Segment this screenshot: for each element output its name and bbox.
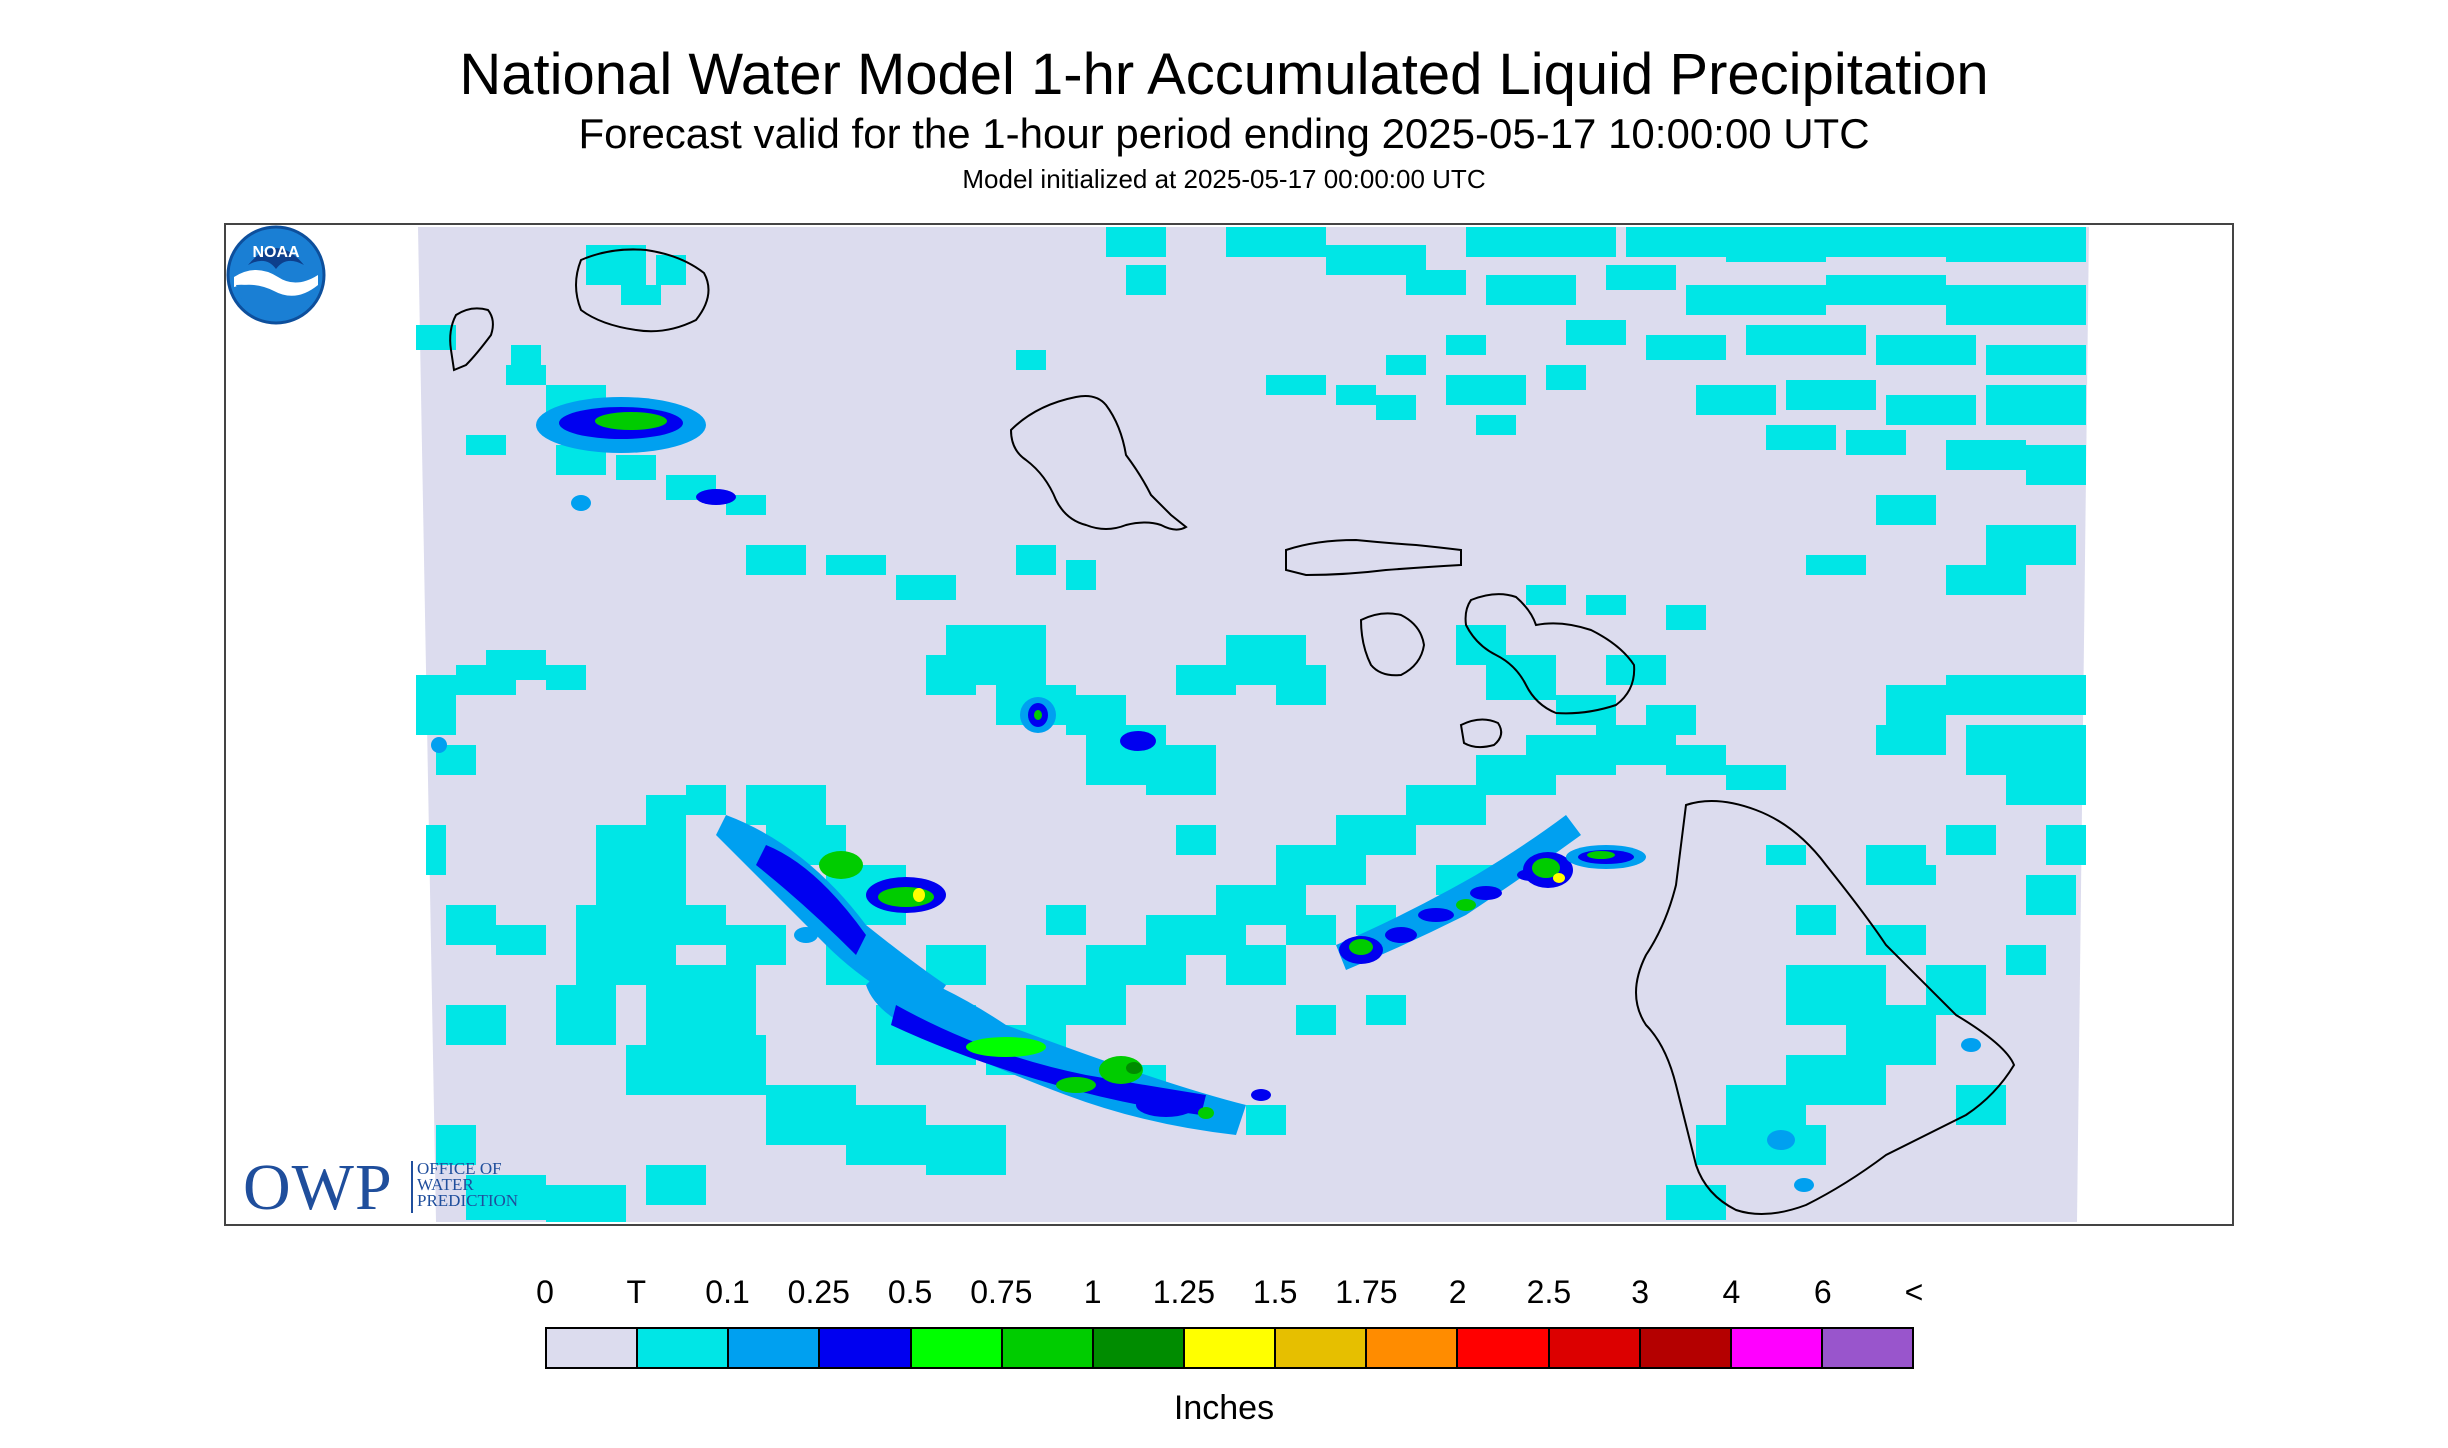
model-init-text: Model initialized at 2025-05-17 00:00:00… — [962, 164, 1486, 194]
owp-logo-abbrev: OWP — [243, 1151, 393, 1224]
moderate-precip-cells — [431, 397, 1981, 1192]
legend-swatch — [1549, 1329, 1641, 1367]
legend-swatch — [1276, 1329, 1368, 1367]
legend-color-bar — [545, 1327, 1914, 1369]
legend-swatch — [820, 1329, 912, 1367]
legend-tick-label: 0 — [536, 1274, 554, 1310]
legend-swatch — [1002, 1329, 1094, 1367]
legend-tick-label: T — [626, 1274, 647, 1310]
oahu-coast — [1009, 395, 1188, 531]
legend-labels: 0 T 0.1 0.25 0.5 0.75 1 1.25 1.5 1.75 2 2.5 3 4 6 < — [0, 1272, 2448, 1312]
legend-swatch — [1640, 1329, 1732, 1367]
owp-logo-line2: WATER — [417, 1175, 474, 1194]
legend-units: Inches — [1173, 1389, 1275, 1427]
legend-swatch — [1458, 1329, 1550, 1367]
niihau-coast — [449, 307, 494, 372]
island-coastlines — [449, 248, 2016, 1215]
legend-tick-label: 3 — [1631, 1274, 1650, 1310]
legend-tick-label: 1.5 — [1252, 1274, 1298, 1310]
legend-tick-label: 0.5 — [887, 1274, 933, 1310]
map-canvas — [226, 225, 2232, 1224]
legend-swatch — [547, 1329, 639, 1367]
legend-tick-label: 1 — [1083, 1274, 1102, 1310]
legend-swatch — [1731, 1329, 1823, 1367]
molokai-coast — [1285, 538, 1462, 577]
legend-tick-label: 1.25 — [1152, 1274, 1215, 1310]
legend-tick-label: 0.1 — [705, 1274, 750, 1310]
owp-logo-divider — [411, 1161, 413, 1213]
legend-tick-label: 2.5 — [1526, 1274, 1572, 1310]
legend-tick-label: 0.25 — [787, 1274, 850, 1310]
legend-swatch — [1367, 1329, 1459, 1367]
owp-logo-line3: PREDICTION — [417, 1191, 519, 1210]
noaa-logo-text: NOAA — [252, 244, 300, 261]
legend-swatch — [1093, 1329, 1185, 1367]
owp-logo-line1: OFFICE OF — [417, 1159, 502, 1178]
lanai-coast — [1359, 612, 1426, 677]
big-island-coast — [1635, 800, 2016, 1215]
forecast-valid-subtitle: Forecast valid for the 1-hour period end… — [578, 110, 1870, 157]
owp-logo: OWP OFFICE OF WATER PREDICTION — [243, 1151, 543, 1224]
legend-tick-label: 4 — [1722, 1274, 1741, 1310]
chart-title: National Water Model 1-hr Accumulated Li… — [459, 42, 1989, 107]
legend-swatch — [638, 1329, 730, 1367]
kahoolawe-coast — [1459, 718, 1503, 749]
legend-swatch — [911, 1329, 1003, 1367]
precipitation-map: OWP OFFICE OF WATER PREDICTION NOAA — [224, 223, 2234, 1226]
legend-tick-label: 0.75 — [970, 1274, 1033, 1310]
legend-tick-label: 1.75 — [1335, 1274, 1398, 1310]
noaa-logo: NOAA — [226, 225, 326, 325]
legend-tick-label: 2 — [1448, 1274, 1467, 1310]
legend-tick-label: 6 — [1813, 1274, 1832, 1310]
trace-precip-cells — [416, 227, 2086, 1222]
maui-coast — [1464, 593, 1636, 715]
legend-swatch — [1822, 1329, 1913, 1367]
legend-swatch — [1184, 1329, 1277, 1367]
legend-swatch — [729, 1329, 821, 1367]
kauai-coast — [575, 248, 710, 333]
legend-tick-label: < — [1904, 1274, 1924, 1310]
